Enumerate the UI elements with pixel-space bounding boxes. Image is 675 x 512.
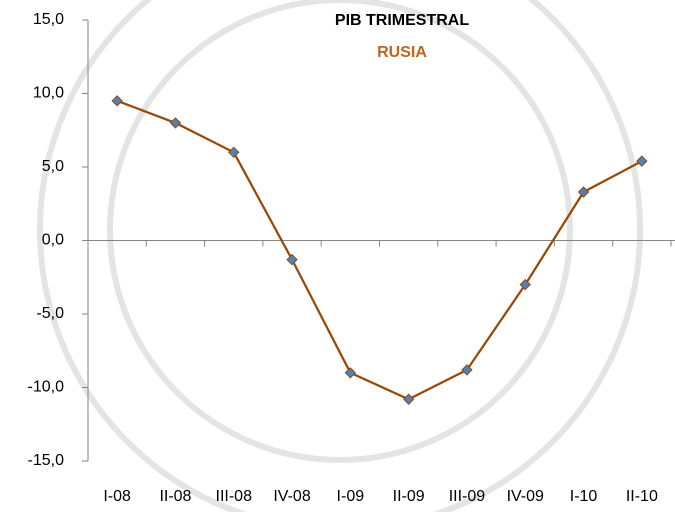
marker [287, 255, 297, 265]
x-tick-label: I-10 [570, 488, 598, 505]
y-tick-label: 10,0 [33, 85, 64, 102]
x-tick-label: II-08 [159, 488, 191, 505]
chart-subtitle: RUSIA [377, 44, 427, 61]
y-tick-label: 5,0 [42, 158, 64, 175]
y-tick-label: -5,0 [36, 305, 64, 322]
marker [112, 96, 122, 106]
marker [229, 147, 239, 157]
chart-title: PIB TRIMESTRAL [335, 12, 469, 29]
y-tick-label: -10,0 [28, 379, 65, 396]
x-tick-label: II-10 [626, 488, 658, 505]
marker [170, 118, 180, 128]
watermark [40, 0, 640, 512]
x-tick-label: III-09 [449, 488, 486, 505]
x-tick-label: I-08 [103, 488, 131, 505]
x-tick-label: II-09 [393, 488, 425, 505]
x-tick-label: I-09 [337, 488, 365, 505]
x-tick-label: III-08 [216, 488, 253, 505]
marker [345, 368, 355, 378]
marker [404, 394, 414, 404]
x-tick-label: IV-09 [507, 488, 544, 505]
marker [637, 156, 647, 166]
y-tick-label: -15,0 [28, 452, 65, 469]
y-tick-label: 15,0 [33, 11, 64, 28]
x-tick-label: IV-08 [273, 488, 310, 505]
chart: PIB TRIMESTRAL RUSIA -15,0 -10,0 -5,0 0,0 5,… [0, 0, 675, 512]
line [117, 101, 642, 399]
y-tick-label: 0,0 [42, 232, 64, 249]
